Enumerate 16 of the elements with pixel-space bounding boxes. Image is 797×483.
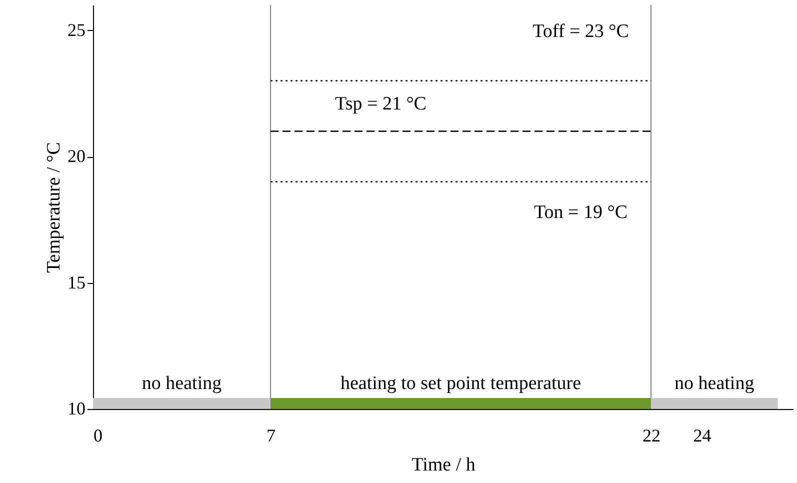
ref-line-label: Toff = 23 °C xyxy=(532,20,629,42)
band-label: no heating xyxy=(674,373,755,394)
ref-line-label: Ton = 19 °C xyxy=(534,202,628,223)
y-tick-label: 10 xyxy=(68,398,86,418)
y-axis-title: Temperature / °C xyxy=(44,142,64,273)
y-tick-label: 25 xyxy=(68,20,86,40)
y-tick-label: 20 xyxy=(68,146,86,166)
x-tick-label: 24 xyxy=(693,426,712,446)
x-tick-label: 22 xyxy=(642,426,660,446)
y-tick-label: 15 xyxy=(68,272,86,292)
ref-line-label: Tsp = 21 °C xyxy=(335,93,426,114)
band-label: no heating xyxy=(142,373,222,394)
x-tick-label: 7 xyxy=(266,426,276,446)
band-label: heating to set point temperature xyxy=(340,373,582,394)
x-axis-title: Time / h xyxy=(412,454,476,476)
x-tick-label: 0 xyxy=(94,426,102,446)
